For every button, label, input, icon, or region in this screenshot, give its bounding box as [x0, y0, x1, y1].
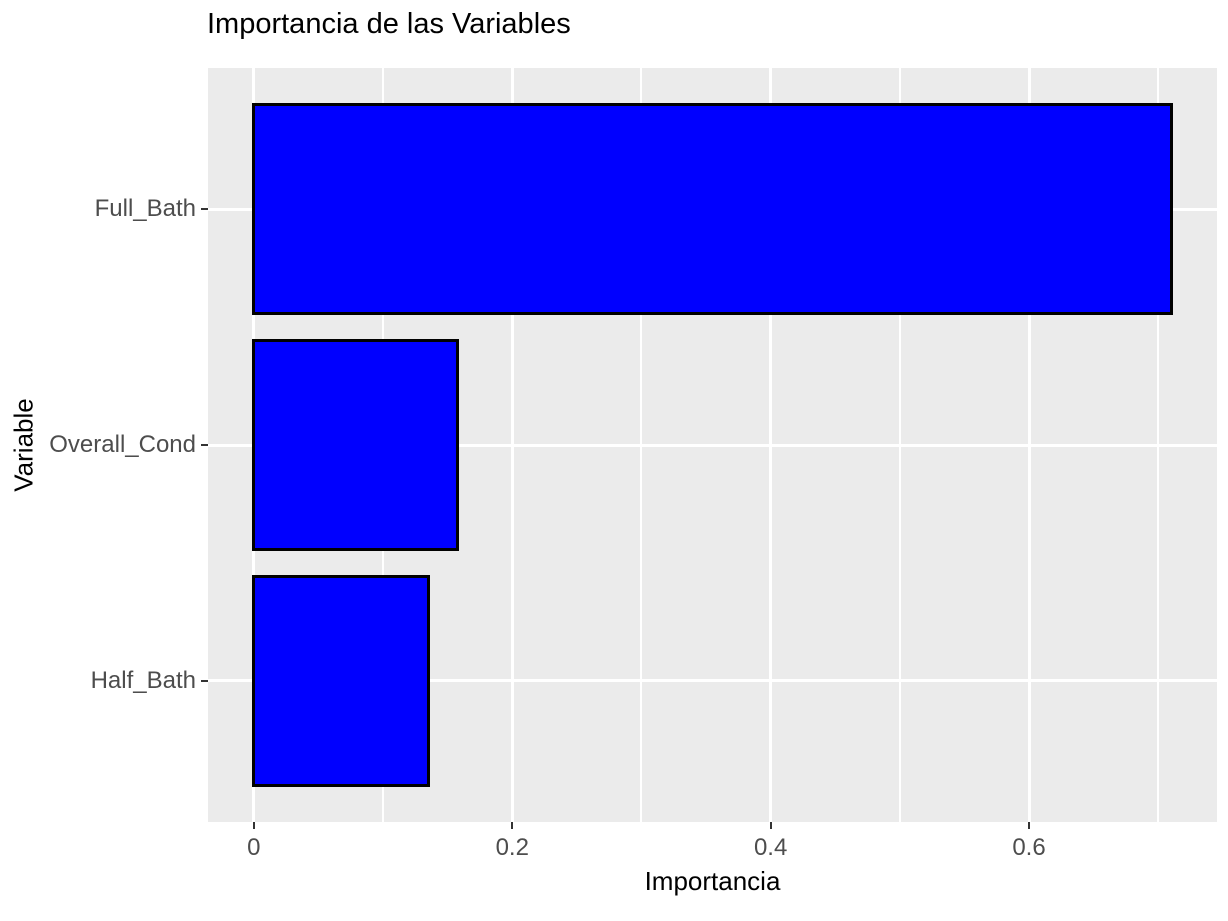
y-tick-label-full_bath: Full_Bath [94, 195, 196, 223]
y-tick-mark [201, 444, 208, 446]
x-tick-mark [1028, 822, 1031, 829]
bar-half_bath [252, 574, 430, 787]
y-tick-label-half_bath: Half_Bath [90, 666, 196, 694]
bar-full_bath [252, 103, 1173, 316]
x-tick-label: 0.2 [495, 834, 529, 861]
y-tick-mark [201, 208, 208, 211]
gridline-major-horizontal [208, 443, 1217, 447]
gridline-major-horizontal [208, 679, 1217, 683]
y-tick-label-overall_cond: Overall_Cond [49, 431, 196, 458]
x-tick-mark [769, 822, 772, 829]
bar-overall_cond [252, 338, 460, 552]
chart-title: Importancia de las Variables [207, 8, 571, 40]
x-tick-mark [511, 822, 514, 829]
y-tick-mark [201, 679, 208, 682]
x-tick-label: 0.6 [1012, 834, 1046, 861]
x-tick-mark [252, 822, 255, 829]
plot-panel [208, 68, 1217, 822]
x-tick-label: 0 [247, 834, 261, 861]
x-tick-label: 0.4 [753, 834, 788, 861]
x-axis-title: Importancia [644, 866, 781, 896]
